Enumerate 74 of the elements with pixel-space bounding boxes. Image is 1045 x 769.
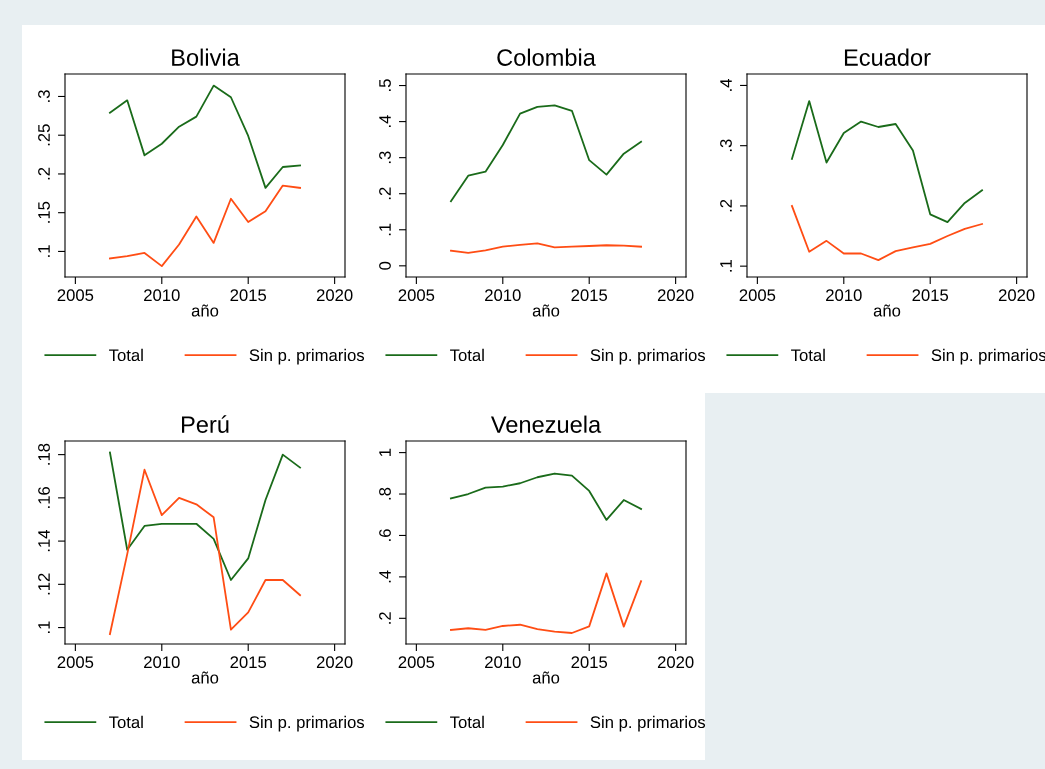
y-tick-label: .18	[38, 443, 50, 465]
y-tick-label: .14	[38, 530, 50, 552]
chart-title: Bolivia	[172, 48, 240, 66]
y-tick-label: .3	[379, 151, 391, 164]
legend-label: Sin p. primarios	[249, 715, 365, 732]
legend-label: Total	[450, 715, 484, 729]
x-tick-label: 2020	[316, 656, 353, 669]
y-tick-label: .4	[379, 570, 391, 583]
y-tick-label: .2	[720, 199, 732, 212]
x-tick-label: 2020	[657, 656, 694, 669]
line-series	[791, 205, 983, 262]
y-tick-label: 0	[379, 261, 391, 270]
x-tick-label: 2015	[912, 289, 949, 302]
x-tick-label: 2005	[398, 289, 435, 302]
legend-label: Total	[791, 348, 825, 362]
line-series	[450, 572, 642, 634]
chart-title: Venezuela	[490, 415, 602, 433]
y-tick-label: .8	[379, 487, 391, 500]
x-tick-label: 2005	[398, 656, 435, 669]
line-series	[109, 468, 301, 635]
y-tick-label: .1	[379, 223, 391, 236]
legend-label: Total	[109, 715, 143, 729]
x-axis-title: año	[532, 671, 560, 684]
x-tick-label: 2020	[657, 289, 694, 302]
y-tick-label: .15	[38, 201, 50, 223]
y-tick-label: .25	[38, 124, 50, 146]
x-tick-label: 2015	[230, 656, 267, 669]
line-series	[450, 104, 642, 203]
x-tick-label: 2015	[571, 656, 608, 669]
y-tick-label: .12	[38, 573, 50, 595]
y-tick-label: .2	[379, 612, 391, 624]
line-series	[791, 100, 983, 224]
line-series	[109, 84, 301, 189]
line-series	[450, 242, 642, 254]
y-tick-label: .6	[379, 529, 391, 541]
line-series	[109, 184, 301, 268]
y-tick-label: .1	[38, 245, 50, 257]
x-tick-label: 2010	[144, 289, 180, 302]
legend-label: Sin p. primarios	[590, 715, 706, 732]
y-tick-label: .1	[38, 621, 50, 633]
x-tick-label: 2020	[998, 289, 1035, 302]
x-tick-label: 2005	[739, 289, 776, 302]
y-tick-label: .3	[720, 139, 732, 152]
y-tick-label: .16	[38, 487, 50, 508]
chart-title: Ecuador	[844, 48, 931, 66]
y-tick-label: .4	[379, 115, 391, 128]
x-tick-label: 2005	[57, 656, 94, 669]
x-tick-label: 2015	[571, 289, 608, 302]
line-series	[450, 472, 642, 521]
line-series	[109, 451, 301, 581]
x-axis-title: año	[873, 304, 901, 317]
x-tick-label: 2015	[230, 289, 267, 302]
y-tick-label: .2	[379, 187, 391, 200]
legend-label: Total	[109, 348, 143, 362]
y-tick-label: .3	[38, 90, 50, 102]
legend-label: Sin p. primarios	[590, 348, 706, 365]
x-axis-title: año	[532, 304, 560, 317]
y-tick-label: 1	[379, 448, 391, 456]
x-tick-label: 2010	[144, 656, 180, 669]
y-tick-label: .5	[379, 79, 391, 91]
x-tick-label: 2010	[826, 289, 862, 302]
legend-label: Sin p. primarios	[249, 348, 365, 365]
chart-title: Colombia	[497, 48, 596, 66]
x-tick-label: 2010	[485, 656, 521, 669]
x-tick-label: 2020	[316, 289, 353, 302]
x-tick-label: 2010	[485, 289, 521, 302]
y-tick-label: .1	[720, 260, 732, 272]
y-tick-label: .4	[720, 78, 732, 91]
y-tick-label: .2	[38, 167, 50, 180]
x-axis-title: año	[191, 671, 219, 684]
legend-label: Total	[450, 348, 484, 362]
chart-title: Perú	[182, 415, 229, 433]
x-tick-label: 2005	[57, 289, 94, 302]
x-axis-title: año	[191, 304, 219, 317]
